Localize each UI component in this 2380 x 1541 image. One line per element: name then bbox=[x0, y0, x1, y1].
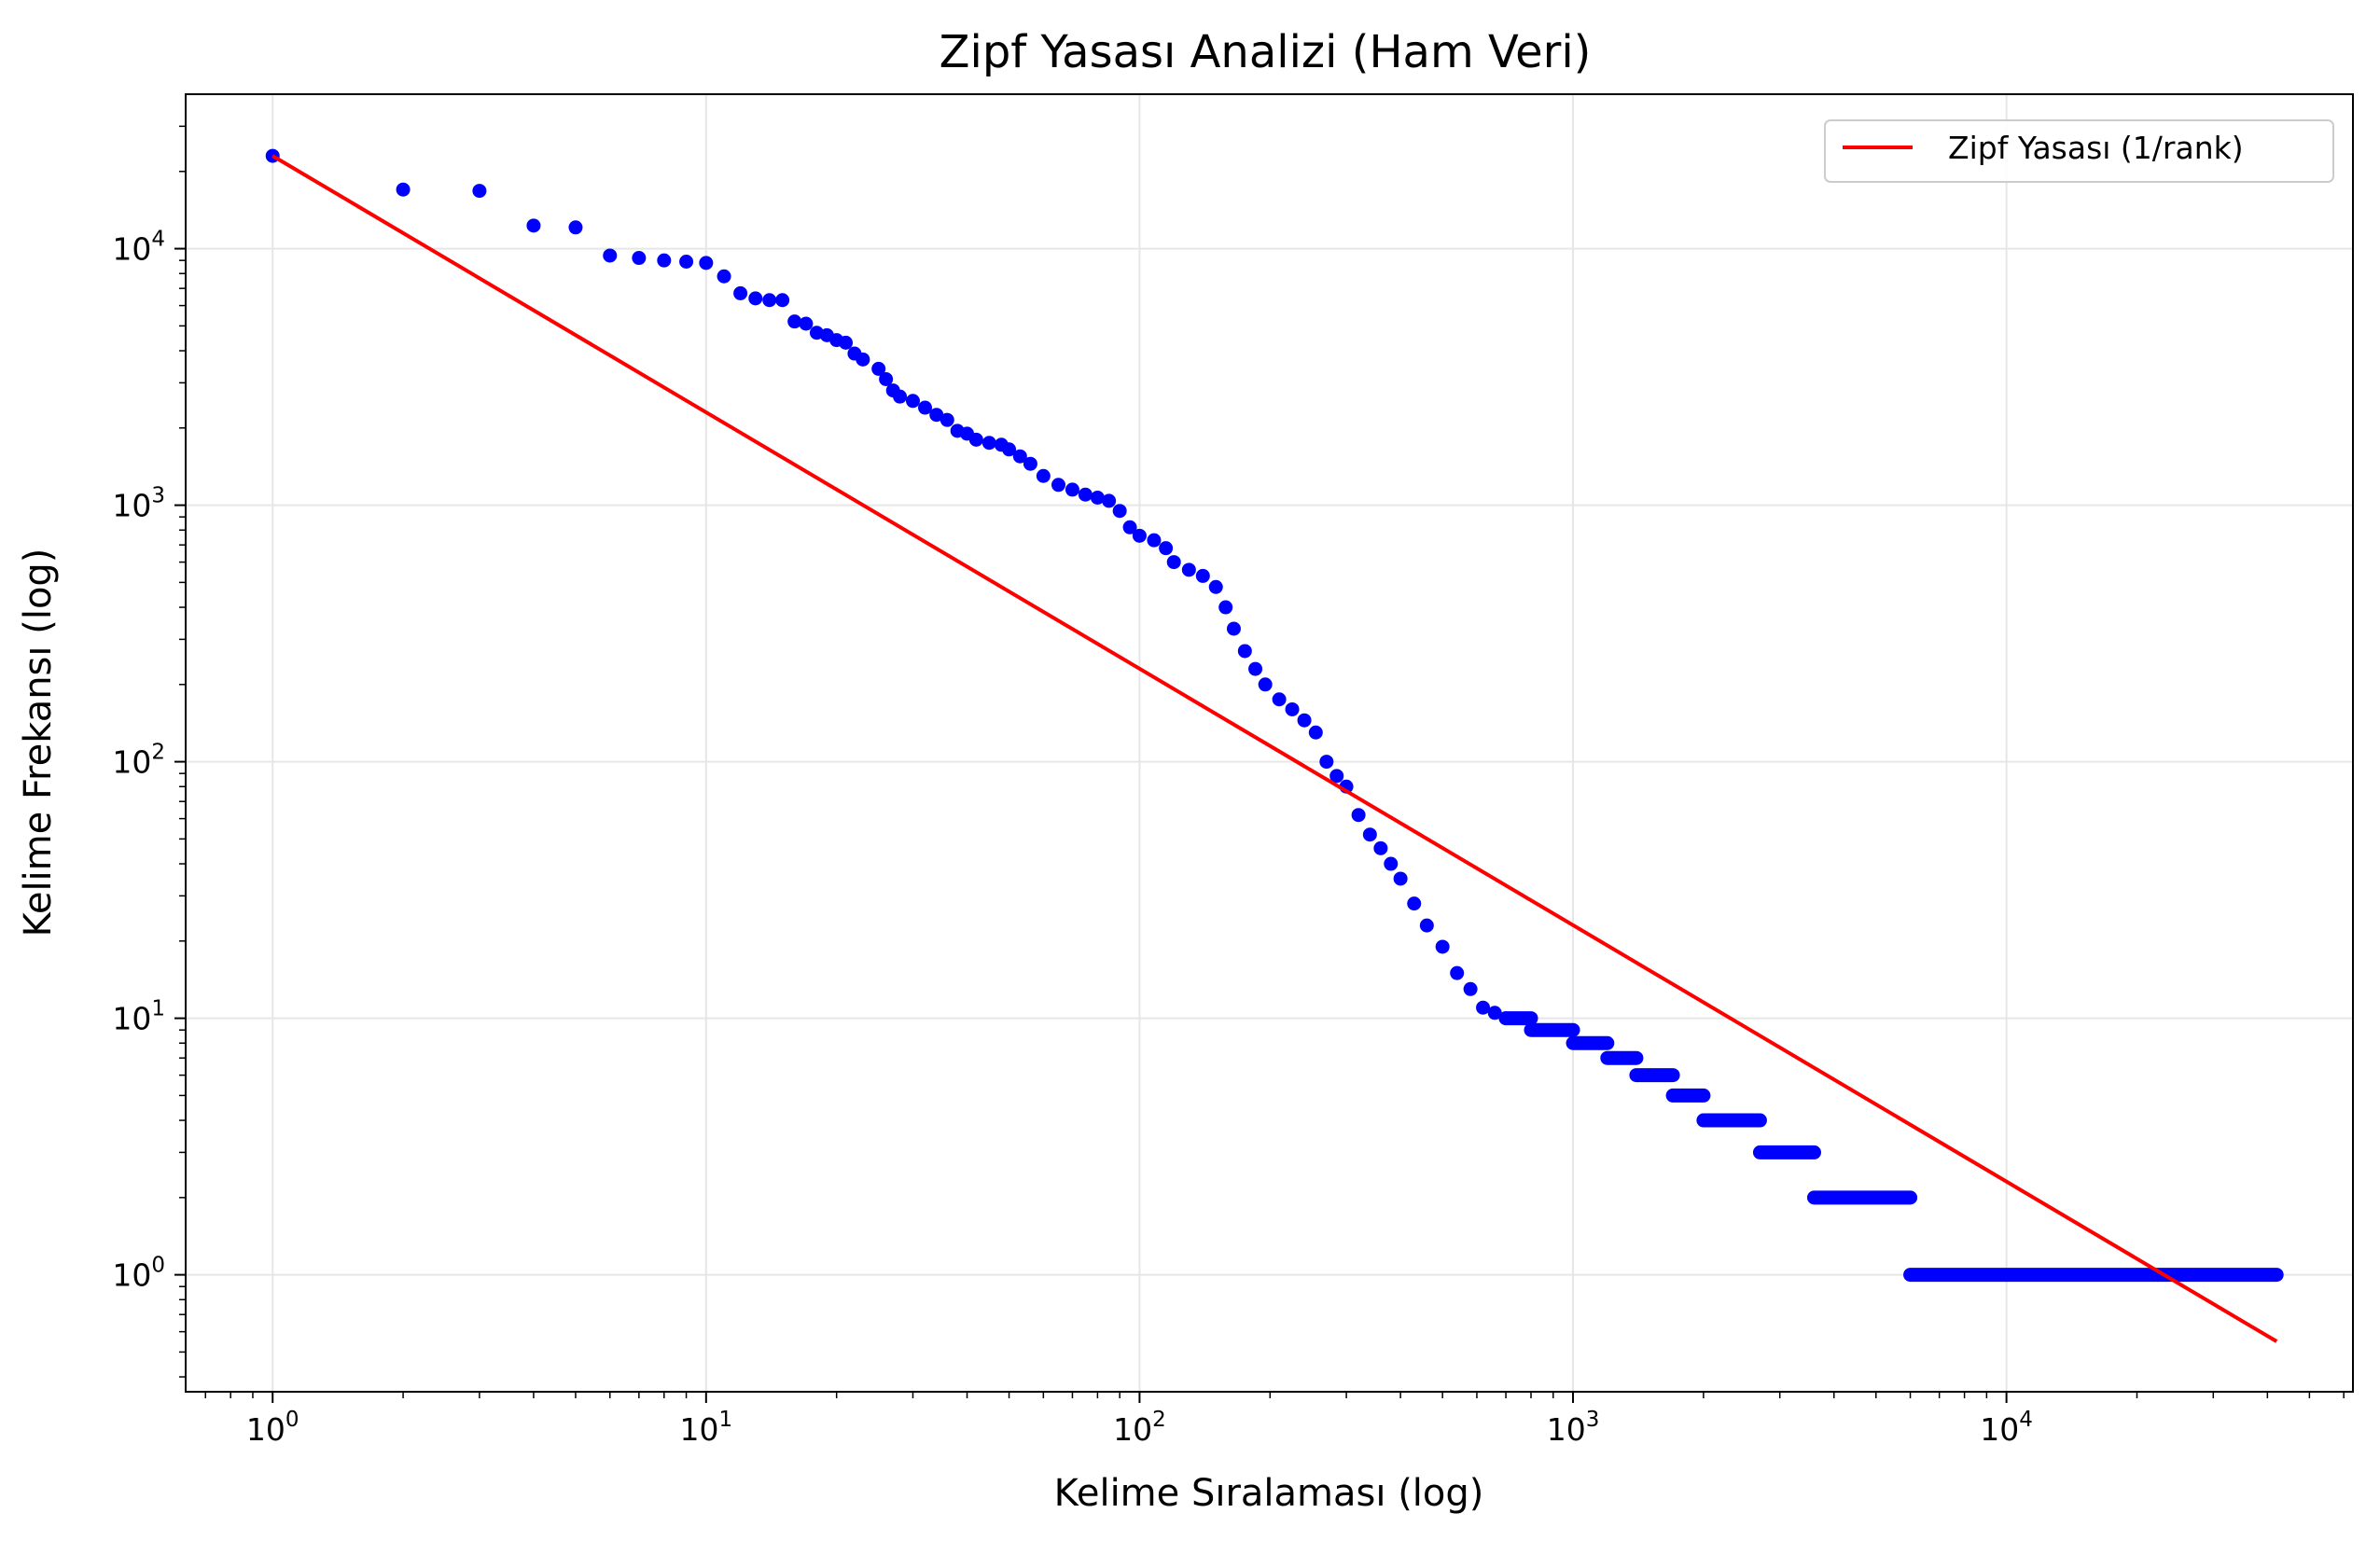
scatter-point bbox=[879, 371, 894, 386]
scatter-point bbox=[657, 253, 672, 268]
scatter-point bbox=[526, 218, 541, 233]
tick-layer: 100 101 102 103 104 100 101 102 103 104 bbox=[112, 125, 2345, 1448]
x-tick-label: 103 bbox=[1547, 1408, 1600, 1448]
scatter-point bbox=[396, 182, 411, 197]
scatter-point bbox=[1166, 555, 1181, 570]
scatter-point bbox=[905, 394, 920, 409]
scatter-point bbox=[1002, 442, 1017, 457]
scatter-point bbox=[939, 412, 954, 427]
scatter-point bbox=[1159, 541, 1174, 556]
scatter-point bbox=[1102, 493, 1117, 508]
y-tick-label: 103 bbox=[112, 484, 165, 524]
scatter-point bbox=[1362, 827, 1377, 842]
y-tick-label: 100 bbox=[112, 1254, 165, 1294]
y-tick-label: 102 bbox=[112, 741, 165, 781]
scatter-point bbox=[1237, 644, 1252, 659]
x-tick-label: 104 bbox=[1980, 1408, 2033, 1448]
scatter-point bbox=[603, 248, 618, 263]
scatter-point bbox=[1090, 491, 1105, 506]
scatter-point bbox=[1272, 692, 1287, 707]
scatter-point bbox=[1450, 965, 1465, 980]
scatter-point bbox=[856, 352, 870, 367]
x-axis-label: Kelime Sıralaması (log) bbox=[1054, 1472, 1484, 1515]
scatter-point bbox=[893, 389, 908, 404]
x-tick-label: 102 bbox=[1113, 1408, 1166, 1448]
scatter-point bbox=[1285, 701, 1300, 716]
scatter-point bbox=[1051, 478, 1066, 493]
scatter-point bbox=[1023, 456, 1037, 471]
scatter-point bbox=[1147, 533, 1162, 548]
scatter-point bbox=[632, 251, 647, 266]
scatter-point bbox=[1319, 755, 1334, 770]
scatter-point bbox=[717, 269, 731, 284]
scatter-point bbox=[1393, 871, 1408, 886]
y-tick-label: 101 bbox=[112, 997, 165, 1037]
scatter-point bbox=[1463, 981, 1478, 996]
scatter-point bbox=[1195, 568, 1210, 583]
scatter-point bbox=[1435, 939, 1450, 954]
scatter-point bbox=[968, 432, 983, 447]
scatter-point bbox=[1226, 621, 1241, 636]
plot-frame bbox=[185, 93, 2354, 1393]
scatter-point bbox=[1351, 808, 1366, 823]
scatter-point bbox=[1012, 449, 1027, 464]
scatter-point bbox=[1036, 468, 1051, 483]
scatter-point bbox=[1132, 528, 1147, 543]
scatter-point bbox=[1329, 769, 1344, 784]
legend-entry-zipf: Zipf Yasası (1/rank) bbox=[1948, 130, 2244, 166]
scatter-point bbox=[981, 436, 996, 451]
data-layer bbox=[265, 148, 2284, 1343]
y-tick-label: 104 bbox=[112, 228, 165, 268]
scatter-point bbox=[699, 256, 714, 271]
legend-box bbox=[1824, 119, 2334, 183]
scatter-point bbox=[1065, 482, 1079, 497]
scatter-point bbox=[787, 314, 802, 329]
scatter-point bbox=[1487, 1006, 1502, 1020]
scatter-point bbox=[748, 291, 763, 306]
scatter-point bbox=[1248, 661, 1263, 676]
legend: Zipf Yasası (1/rank) bbox=[1824, 119, 2334, 183]
scatter-point bbox=[1078, 487, 1093, 502]
scatter-point bbox=[568, 220, 583, 235]
scatter-point bbox=[929, 408, 944, 423]
scatter-point bbox=[1308, 725, 1323, 740]
x-tick-label: 101 bbox=[680, 1408, 733, 1448]
y-axis-label: Kelime Frekansı (log) bbox=[17, 548, 60, 937]
scatter-point bbox=[1112, 504, 1127, 519]
scatter-point bbox=[1208, 579, 1223, 594]
scatter-point bbox=[1258, 677, 1273, 692]
zipf-line bbox=[271, 154, 2278, 1343]
scatter-point bbox=[1122, 520, 1137, 534]
scatter-point bbox=[871, 361, 886, 376]
scatter-point bbox=[679, 254, 694, 269]
scatter-point bbox=[1476, 1000, 1491, 1015]
scatter-point bbox=[1407, 896, 1422, 911]
scatter-point bbox=[1373, 840, 1388, 855]
scatter-point bbox=[775, 293, 790, 308]
scatter-point bbox=[839, 335, 854, 350]
scatter-point bbox=[733, 285, 748, 300]
scatter-point bbox=[1297, 713, 1312, 728]
scatter-point bbox=[1419, 918, 1434, 933]
scatter-point bbox=[918, 400, 933, 415]
scatter-point bbox=[799, 316, 814, 331]
scatter-point bbox=[1218, 600, 1233, 615]
grid-layer bbox=[186, 94, 2353, 1392]
scatter-point bbox=[762, 293, 777, 308]
scatter-point bbox=[1181, 562, 1196, 577]
x-tick-label: 100 bbox=[246, 1408, 299, 1448]
scatter-point bbox=[1384, 856, 1399, 871]
scatter-point bbox=[472, 184, 487, 199]
chart-title: Zipf Yasası Analizi (Ham Veri) bbox=[939, 26, 1592, 78]
